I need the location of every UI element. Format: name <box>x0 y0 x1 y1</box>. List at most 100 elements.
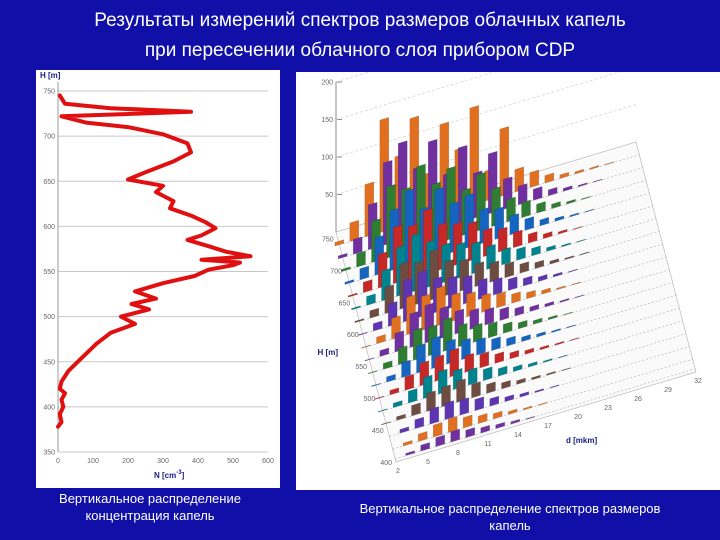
spectrum-bar <box>494 351 505 364</box>
spectrum-bar <box>495 421 505 429</box>
spectrum-bar <box>527 361 538 368</box>
h-tick-label: 450 <box>372 428 384 435</box>
spectrum-bar <box>529 169 540 188</box>
spectrum-bar <box>497 365 508 377</box>
spectrum-bar <box>524 216 535 231</box>
x-tick-label: 200 <box>122 458 134 465</box>
spectrum-bar <box>511 291 521 304</box>
spectrum-bar <box>514 305 525 317</box>
x-tick-label: 400 <box>192 458 204 465</box>
y-tick-label: 650 <box>43 179 55 186</box>
z-tick-label: 50 <box>325 192 333 199</box>
y-tick-label: 700 <box>43 134 55 141</box>
spectrum-bar <box>504 261 515 279</box>
y-tick-label: 350 <box>43 450 55 457</box>
back-gridline <box>335 72 496 120</box>
spectrum-bar <box>497 226 508 253</box>
spectrum-bar <box>517 319 528 330</box>
spectrum-bar <box>432 422 443 438</box>
profile-chart-svg: 350 400 450 500 550 600 650 700 750 0 100 200 300 400… <box>40 71 274 480</box>
spectrum-bar <box>476 337 486 356</box>
x-tick-label: 600 <box>262 458 274 465</box>
spectrum-bar <box>496 291 506 309</box>
spectrum-bar <box>480 424 490 434</box>
spectrum-bar <box>492 277 503 296</box>
spectra-3d-chart: 50100150200N [cm-3/1.5 mkm]4004505005506… <box>296 72 720 490</box>
left-caption-line-2: концентрация капель <box>85 508 215 523</box>
spectrum-bar <box>522 405 533 411</box>
spectrum-bar <box>525 415 535 420</box>
h-tick-label: 500 <box>364 396 376 403</box>
spectrum-bar <box>492 410 503 420</box>
d-tick-label: 11 <box>484 441 491 448</box>
y-tick-label: 750 <box>43 89 55 96</box>
spectrum-bar <box>524 347 535 355</box>
d-tick-label: 17 <box>544 423 552 430</box>
spectrum-bar <box>512 229 523 248</box>
spectrum-bar <box>593 178 603 183</box>
spectrum-bar <box>510 418 520 425</box>
spectrum-bar <box>589 165 599 170</box>
spectrum-bar <box>479 351 490 369</box>
title-line-2: при пересечении облачного слоя прибором … <box>144 40 576 61</box>
spectrum-bar <box>531 374 541 381</box>
spectrum-bar <box>491 336 501 351</box>
spectrum-bar <box>462 414 473 429</box>
h-tick-label: 400 <box>380 460 392 467</box>
title-line-1: Результаты измерений спектров размеров о… <box>94 10 626 31</box>
spectrum-bar <box>477 413 488 424</box>
spectrum-bar <box>507 276 518 291</box>
d-tick-label: 32 <box>694 378 702 385</box>
left-caption-line-1: Вертикальное распределение <box>59 491 241 506</box>
z-tick-label: 100 <box>321 155 333 162</box>
spectrum-bar <box>459 397 470 416</box>
slide-title: Результаты измерений спектров размеров о… <box>0 6 720 66</box>
d-tick-label: 8 <box>456 450 460 457</box>
concentration-profile-chart: 350 400 450 500 550 600 650 700 750 0 100 200 300 400… <box>36 70 280 488</box>
right-caption-line-2: капель <box>489 518 531 533</box>
spectrum-bar <box>537 401 548 406</box>
left-caption: Вертикальное распределение концентрация … <box>20 490 280 524</box>
spectrum-bar <box>487 321 498 339</box>
x-tick-label: 100 <box>87 458 99 465</box>
spectrum-bar <box>407 388 418 404</box>
d-tick-label: 29 <box>664 387 672 394</box>
spectrum-bar <box>401 359 411 378</box>
spectrum-bar <box>444 400 455 421</box>
spectrum-bar <box>482 366 493 381</box>
spectrum-bar <box>506 335 516 347</box>
spectrum-bar <box>429 406 440 425</box>
h-axis-title: H [m] <box>318 348 339 357</box>
spectrum-bar <box>516 377 526 385</box>
spectrum-bar <box>353 236 363 255</box>
y-tick-label: 600 <box>43 224 55 231</box>
h-tick-label: 700 <box>330 268 342 275</box>
d-tick-label: 26 <box>634 396 642 403</box>
d-tick-label: 14 <box>514 432 522 439</box>
h-tick-label: 550 <box>355 364 367 371</box>
d-tick-label: 20 <box>574 414 582 421</box>
x-tick-label: 500 <box>227 458 239 465</box>
spectrum-bar <box>484 307 495 326</box>
spectrum-bar <box>471 381 481 399</box>
spectrum-bar <box>604 161 614 166</box>
spectrum-bar <box>534 388 545 394</box>
spectrum-bar <box>489 395 500 407</box>
spectrum-bar <box>509 350 520 360</box>
x-axis-title: N [cm-3] <box>154 470 185 480</box>
d-tick-label: 2 <box>396 468 400 475</box>
z-tick-label: 200 <box>321 80 333 87</box>
spectrum-bar <box>359 265 370 281</box>
x-tick-label: 300 <box>157 458 169 465</box>
spectrum-bar <box>504 394 515 403</box>
spectrum-bar <box>404 374 415 391</box>
spectrum-bar <box>486 381 496 394</box>
spectrum-bar <box>521 334 531 342</box>
spectrum-bar <box>512 364 523 372</box>
y-tick-label: 550 <box>43 269 55 276</box>
y-tick-label: 400 <box>43 404 55 411</box>
row-baseline <box>392 358 693 450</box>
profile-line <box>56 93 253 429</box>
y-tick-label: 500 <box>43 314 55 321</box>
x-tick-label: 0 <box>56 458 60 465</box>
